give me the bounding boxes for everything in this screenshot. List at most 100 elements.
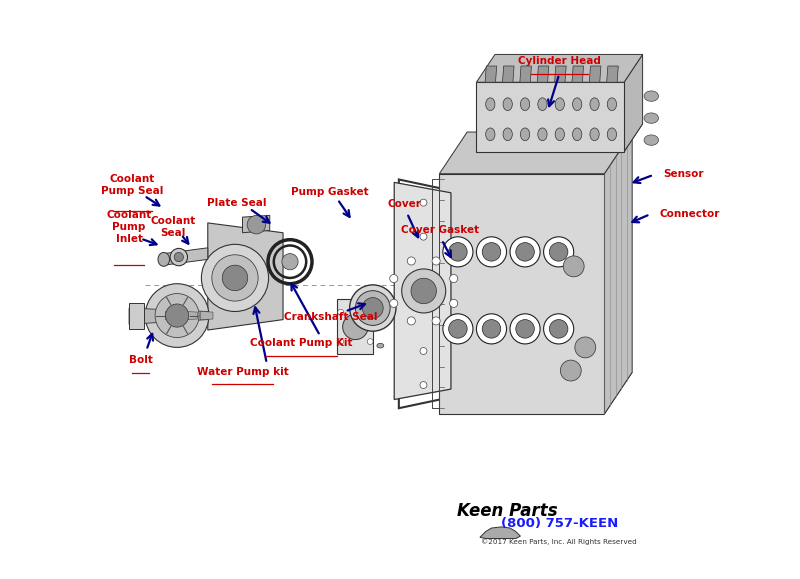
Polygon shape — [166, 312, 178, 320]
Ellipse shape — [486, 98, 495, 111]
Circle shape — [350, 285, 396, 331]
Circle shape — [543, 314, 574, 344]
Polygon shape — [604, 132, 632, 414]
Text: Coolant
Pump Seal: Coolant Pump Seal — [102, 174, 164, 196]
Circle shape — [420, 347, 427, 354]
Circle shape — [563, 256, 584, 277]
Circle shape — [550, 320, 568, 338]
Text: Plate Seal: Plate Seal — [207, 197, 266, 208]
Ellipse shape — [644, 135, 658, 145]
Circle shape — [174, 252, 183, 262]
Circle shape — [449, 243, 467, 261]
Polygon shape — [590, 66, 601, 82]
Circle shape — [407, 257, 415, 265]
Circle shape — [482, 243, 501, 261]
Circle shape — [550, 243, 568, 261]
Circle shape — [477, 237, 506, 267]
Text: Water Pump kit: Water Pump kit — [197, 367, 288, 377]
Circle shape — [402, 269, 446, 313]
Ellipse shape — [555, 98, 565, 111]
Ellipse shape — [538, 128, 547, 141]
Text: Coolant
Pump
Inlet: Coolant Pump Inlet — [106, 210, 152, 244]
Circle shape — [432, 317, 440, 325]
Circle shape — [407, 317, 415, 325]
Circle shape — [575, 337, 596, 358]
Circle shape — [146, 284, 209, 347]
Ellipse shape — [521, 98, 530, 111]
Ellipse shape — [607, 98, 617, 111]
Circle shape — [247, 215, 266, 234]
Polygon shape — [477, 124, 642, 152]
Polygon shape — [208, 223, 283, 330]
Polygon shape — [129, 303, 144, 329]
Polygon shape — [129, 308, 208, 324]
Polygon shape — [520, 66, 531, 82]
Ellipse shape — [503, 128, 512, 141]
Circle shape — [443, 237, 473, 267]
Ellipse shape — [644, 113, 658, 123]
Polygon shape — [394, 182, 451, 400]
Polygon shape — [185, 312, 198, 320]
Polygon shape — [164, 248, 208, 265]
Polygon shape — [200, 312, 213, 320]
Circle shape — [212, 255, 258, 301]
Circle shape — [432, 257, 440, 265]
Polygon shape — [538, 66, 549, 82]
Text: Coolant
Seal: Coolant Seal — [150, 216, 196, 238]
Circle shape — [367, 309, 373, 315]
Text: Crankshaft Seal: Crankshaft Seal — [284, 312, 378, 323]
Circle shape — [450, 299, 458, 307]
Polygon shape — [338, 299, 374, 354]
Ellipse shape — [521, 128, 530, 141]
Ellipse shape — [590, 98, 599, 111]
Polygon shape — [606, 66, 618, 82]
Polygon shape — [477, 54, 642, 82]
Text: Pump Gasket: Pump Gasket — [290, 187, 368, 197]
Ellipse shape — [607, 128, 617, 141]
Text: Cover Gasket: Cover Gasket — [402, 225, 479, 236]
Circle shape — [222, 265, 248, 291]
Circle shape — [443, 314, 473, 344]
Polygon shape — [572, 66, 583, 82]
Text: Cylinder Head: Cylinder Head — [518, 56, 601, 66]
Ellipse shape — [486, 128, 495, 141]
Polygon shape — [439, 174, 604, 414]
Polygon shape — [480, 527, 521, 538]
Circle shape — [390, 299, 398, 307]
Circle shape — [367, 339, 373, 345]
Circle shape — [482, 320, 501, 338]
Polygon shape — [439, 372, 632, 414]
Polygon shape — [624, 54, 642, 152]
Circle shape — [362, 298, 383, 318]
Polygon shape — [477, 82, 624, 152]
Ellipse shape — [538, 98, 547, 111]
Text: Connector: Connector — [659, 209, 720, 219]
Circle shape — [166, 304, 189, 327]
Circle shape — [355, 291, 390, 325]
Ellipse shape — [573, 98, 582, 111]
Ellipse shape — [377, 306, 384, 310]
Circle shape — [420, 382, 427, 389]
Circle shape — [338, 339, 343, 345]
Text: Bolt: Bolt — [129, 355, 153, 365]
Text: (800) 757-KEEN: (800) 757-KEEN — [501, 518, 618, 530]
Polygon shape — [502, 66, 514, 82]
Circle shape — [450, 274, 458, 283]
Circle shape — [411, 278, 437, 303]
Ellipse shape — [573, 128, 582, 141]
Circle shape — [560, 360, 582, 381]
Text: Keen Parts: Keen Parts — [457, 501, 558, 520]
Circle shape — [510, 314, 540, 344]
Circle shape — [170, 248, 187, 266]
Circle shape — [282, 254, 298, 270]
Circle shape — [477, 314, 506, 344]
Ellipse shape — [158, 252, 170, 266]
Circle shape — [516, 243, 534, 261]
Polygon shape — [439, 132, 632, 174]
Circle shape — [449, 320, 467, 338]
Circle shape — [338, 309, 343, 315]
Ellipse shape — [555, 128, 565, 141]
Ellipse shape — [644, 91, 658, 101]
Ellipse shape — [590, 128, 599, 141]
Circle shape — [420, 291, 427, 298]
